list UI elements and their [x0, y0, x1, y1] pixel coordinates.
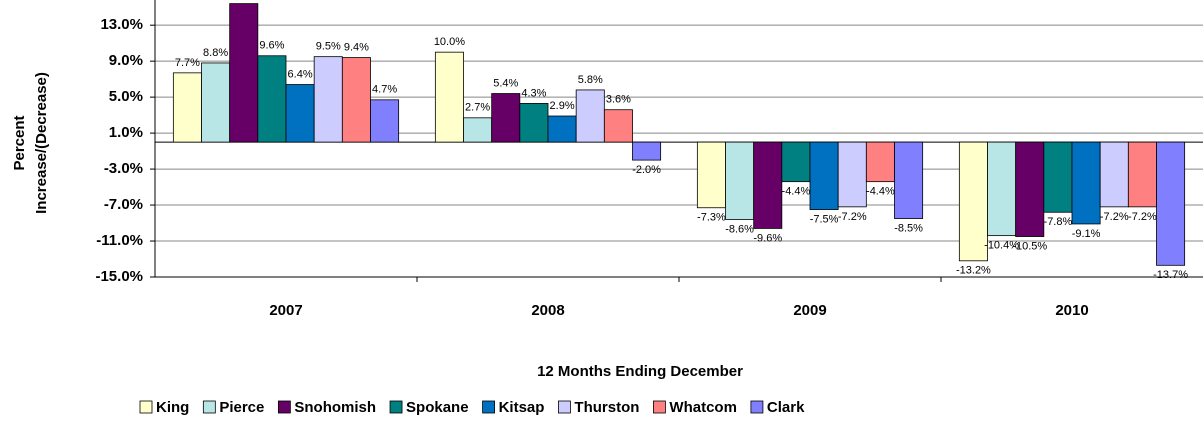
- bar: [172, 72, 202, 143]
- legend-swatch: [389, 400, 403, 414]
- data-label: 10.0%: [434, 36, 465, 48]
- data-label: 5.4%: [493, 77, 518, 89]
- y-axis-title: Increase/(Decrease): [33, 72, 50, 214]
- bar: [201, 62, 231, 143]
- bar: [1156, 141, 1186, 266]
- legend-label: Clark: [767, 399, 805, 416]
- data-label: -2.0%: [632, 164, 661, 176]
- data-label: -9.6%: [753, 232, 782, 244]
- x-tick-label: 2008: [531, 302, 564, 319]
- data-label: 2.7%: [465, 102, 490, 114]
- data-label: 9.4%: [344, 41, 369, 53]
- bar: [575, 89, 605, 143]
- data-label: 6.4%: [288, 68, 313, 80]
- data-label: -7.2%: [838, 211, 867, 223]
- bar: [781, 141, 811, 183]
- data-label: -7.8%: [1044, 216, 1073, 228]
- bar: [257, 55, 287, 143]
- y-tick-label: -11.0%: [96, 232, 143, 249]
- data-label: -7.2%: [1128, 211, 1157, 223]
- bar: [370, 99, 400, 143]
- data-label: -13.7%: [1153, 269, 1188, 281]
- bar: [696, 141, 726, 209]
- legend-label: Kitsap: [499, 399, 545, 416]
- bar: [519, 103, 549, 143]
- bar: [632, 141, 662, 161]
- bar: [463, 117, 493, 143]
- y-axis-title: Percent: [11, 115, 28, 170]
- bar: [434, 51, 464, 143]
- y-tick-label: 9.0%: [109, 52, 143, 69]
- legend-swatch: [558, 400, 571, 414]
- bar: [229, 3, 259, 143]
- legend-label: Spokane: [406, 399, 469, 416]
- data-label: -4.4%: [782, 186, 811, 198]
- bar: [1099, 141, 1129, 208]
- bar: [1015, 141, 1045, 237]
- bar: [987, 141, 1017, 237]
- bar: [1127, 141, 1157, 208]
- bar: [865, 141, 895, 183]
- x-axis-title: 12 Months Ending December: [537, 363, 743, 380]
- data-label: 2.9%: [550, 100, 575, 112]
- data-label: -10.5%: [1012, 240, 1047, 252]
- data-label: 4.7%: [372, 84, 397, 96]
- bar: [1043, 141, 1073, 213]
- legend-swatch: [202, 400, 216, 414]
- bar: [894, 141, 924, 219]
- legend-swatch: [750, 400, 764, 414]
- y-tick-label: -15.0%: [95, 268, 143, 285]
- data-label: -4.4%: [866, 186, 895, 198]
- data-label: -8.6%: [725, 223, 754, 235]
- data-label: -8.5%: [894, 222, 923, 234]
- legend-label: Whatcom: [669, 399, 737, 416]
- legend-label: Thurston: [574, 399, 639, 416]
- x-tick-label: 2010: [1055, 302, 1088, 319]
- bar: [313, 56, 343, 143]
- legend-label: Pierce: [219, 399, 264, 416]
- legend-swatch: [277, 400, 291, 414]
- data-label: 8.8%: [203, 47, 228, 59]
- bar: [837, 141, 867, 208]
- legend-label: Snohomish: [294, 399, 376, 416]
- x-tick-label: 2009: [793, 302, 826, 319]
- x-tick-label: 2007: [269, 302, 302, 319]
- data-label: 7.7%: [175, 57, 200, 69]
- bar: [753, 141, 783, 229]
- legend-swatch: [653, 400, 666, 414]
- data-label: -10.4%: [984, 240, 1019, 252]
- y-tick-label: 13.0%: [100, 16, 143, 33]
- data-label: -13.2%: [956, 265, 991, 277]
- y-tick-label: -3.0%: [104, 160, 143, 177]
- data-label: 9.5%: [316, 41, 341, 53]
- bar: [341, 57, 371, 143]
- bar: [547, 115, 577, 143]
- y-tick-label: -7.0%: [104, 196, 143, 213]
- bar: [1071, 141, 1101, 225]
- data-label: 4.3%: [521, 87, 546, 99]
- bar: [725, 141, 755, 220]
- data-label: -7.5%: [810, 213, 839, 225]
- data-label: 5.8%: [578, 74, 603, 86]
- bar: [285, 84, 315, 143]
- data-label: -7.3%: [697, 212, 726, 224]
- legend-swatch: [482, 400, 495, 414]
- data-label: 3.6%: [606, 94, 631, 106]
- bar: [809, 141, 839, 210]
- legend-label: King: [156, 399, 189, 416]
- y-tick-label: 1.0%: [109, 124, 143, 141]
- legend-swatch: [139, 400, 153, 414]
- bar: [491, 93, 521, 143]
- data-label: -9.1%: [1072, 228, 1101, 240]
- data-label: -7.2%: [1100, 211, 1129, 223]
- data-label: 9.6%: [259, 40, 284, 52]
- y-tick-label: 5.0%: [109, 88, 143, 105]
- bar: [603, 109, 633, 143]
